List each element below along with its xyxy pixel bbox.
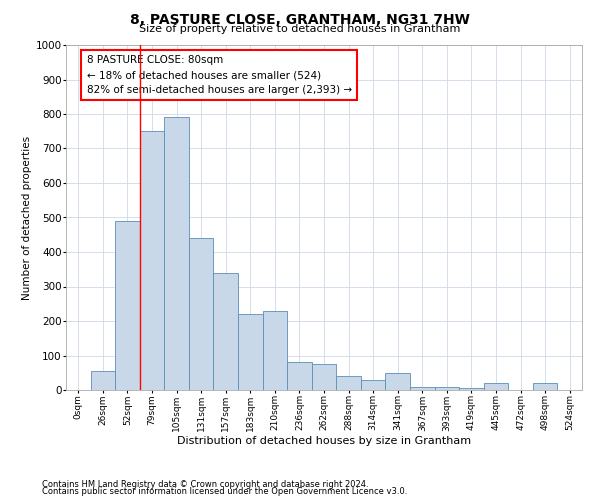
Bar — [434, 386, 459, 390]
Bar — [385, 373, 410, 390]
Bar — [238, 314, 263, 390]
Bar — [189, 238, 214, 390]
Bar — [312, 364, 336, 390]
Bar — [361, 380, 385, 390]
Bar — [140, 131, 164, 390]
Bar — [459, 388, 484, 390]
Text: Contains HM Land Registry data © Crown copyright and database right 2024.: Contains HM Land Registry data © Crown c… — [42, 480, 368, 489]
Text: 8 PASTURE CLOSE: 80sqm
← 18% of detached houses are smaller (524)
82% of semi-de: 8 PASTURE CLOSE: 80sqm ← 18% of detached… — [86, 56, 352, 95]
Bar — [410, 386, 434, 390]
Bar — [164, 118, 189, 390]
Bar — [115, 221, 140, 390]
Bar — [484, 383, 508, 390]
Bar — [214, 272, 238, 390]
Text: Size of property relative to detached houses in Grantham: Size of property relative to detached ho… — [139, 24, 461, 34]
Bar — [91, 371, 115, 390]
Y-axis label: Number of detached properties: Number of detached properties — [22, 136, 32, 300]
Bar — [287, 362, 312, 390]
Text: Contains public sector information licensed under the Open Government Licence v3: Contains public sector information licen… — [42, 487, 407, 496]
Text: 8, PASTURE CLOSE, GRANTHAM, NG31 7HW: 8, PASTURE CLOSE, GRANTHAM, NG31 7HW — [130, 12, 470, 26]
Bar — [533, 383, 557, 390]
Bar — [336, 376, 361, 390]
Bar — [263, 310, 287, 390]
X-axis label: Distribution of detached houses by size in Grantham: Distribution of detached houses by size … — [177, 436, 471, 446]
